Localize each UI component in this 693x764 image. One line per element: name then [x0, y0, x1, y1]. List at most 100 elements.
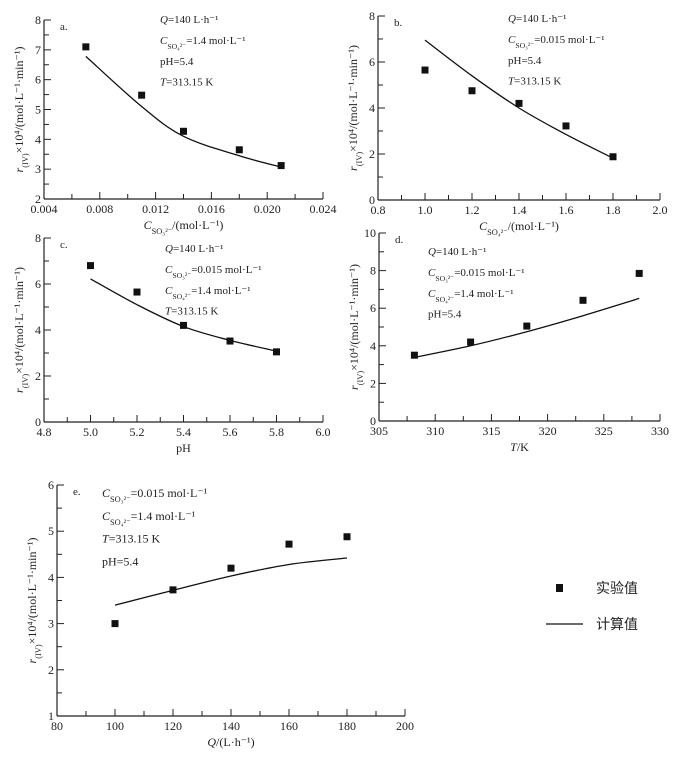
condition-annotation-var: T	[160, 77, 167, 89]
condition-annotation: CSO₃²⁻=0.015 mol·L⁻¹	[102, 486, 208, 504]
calculated-curve	[85, 55, 282, 168]
y-tick-label: 0	[35, 415, 41, 429]
x-tick-label: 2.0	[653, 203, 668, 217]
condition-annotation-text: pH=5.4	[508, 55, 542, 67]
y-tick-label: 8	[35, 13, 41, 27]
y-axis-label-var: r	[12, 388, 26, 393]
y-tick-label: 1	[48, 709, 54, 723]
condition-annotation-sub: SO₃²⁻	[435, 273, 454, 282]
y-tick-label: 2	[35, 192, 41, 206]
experimental-point	[138, 91, 146, 99]
condition-annotation-sub: SO₄²⁻	[110, 517, 131, 526]
experimental-point	[180, 127, 187, 135]
condition-annotation-text: =313.15 K	[166, 77, 213, 89]
y-tick-label: 5	[48, 524, 54, 538]
panel-e: 80 100 120 140 160 180 200 1 2 3 4 5 6 Q/(L·h⁻¹) r(IV)…	[25, 478, 414, 749]
experimental-point	[235, 146, 243, 154]
experimental-point	[273, 348, 280, 356]
y-tick-label: 0	[369, 193, 375, 207]
condition-annotation-var: C	[102, 486, 111, 500]
condition-annotation: pH=5.4	[160, 56, 194, 68]
y-tick-label: 4	[48, 570, 54, 584]
x-tick-label: 80	[51, 719, 63, 733]
condition-annotation-text: =1.4 mol·L⁻¹	[131, 509, 196, 523]
y-tick-label: 3	[35, 162, 41, 176]
condition-annotation-text: =0.015 mol·L⁻¹	[534, 34, 604, 46]
condition-annotation: Q=140 L·h⁻¹	[428, 246, 486, 258]
panel-c: 4.8 5.0 5.2 5.4 5.6 5.8 6.0 0 2 4 6 8 pH r(IV)×10⁴/(m…	[12, 231, 331, 455]
condition-annotation-text: =313.15 K	[514, 76, 561, 88]
condition-annotation: Q=140 L·h⁻¹	[508, 13, 566, 25]
condition-annotation: CSO₃²⁻=0.015 mol·L⁻¹	[428, 267, 525, 283]
condition-annotation-var: C	[428, 288, 436, 300]
condition-annotation: Q=140 L·h⁻¹	[160, 14, 218, 26]
x-tick-label: 305	[370, 424, 388, 438]
condition-annotation: T=313.15 K	[102, 532, 160, 546]
experimental-point	[277, 162, 285, 170]
x-axis-label: Q/(L·h⁻¹)	[207, 735, 254, 749]
x-tick-label: 1.4	[512, 203, 527, 217]
condition-annotation-var: C	[165, 264, 173, 276]
experimental-point	[523, 322, 531, 330]
experimental-point	[421, 66, 429, 74]
experimental-point	[468, 87, 476, 95]
x-axis-label-var: Q	[207, 735, 216, 749]
y-axis-label-var: r	[346, 166, 360, 171]
x-tick-label: 1.2	[465, 203, 480, 217]
legend-marker-experimental	[556, 584, 563, 592]
x-tick-label: 5.8	[269, 425, 284, 439]
condition-annotation: T=313.15 K	[508, 76, 561, 88]
condition-annotation: Q=140 L·h⁻¹	[165, 243, 223, 255]
experimental-point	[635, 269, 643, 277]
experimental-point	[410, 351, 418, 359]
y-axis-label-text: ×10⁴/(mol·L⁻¹·min⁻¹)	[347, 264, 361, 371]
experimental-point	[227, 564, 235, 572]
condition-annotation: CSO₄²⁻=1.4 mol·L⁻¹	[160, 35, 246, 51]
condition-annotation-text: =1.4 mol·L⁻¹	[191, 285, 250, 297]
x-tick-label: 140	[222, 719, 240, 733]
y-tick-label: 6	[369, 55, 375, 69]
condition-annotation: T=313.15 K	[160, 77, 213, 89]
x-tick-label: 0.8	[371, 203, 386, 217]
y-tick-label: 5	[35, 103, 41, 117]
x-axis-label-text: /(mol·L⁻¹)	[172, 218, 223, 232]
experimental-point	[82, 43, 90, 51]
y-axis-label-text: ×10⁴/(mol·L⁻¹·min⁻¹)	[25, 538, 39, 645]
y-axis-label: r(IV)×10⁴/(mol·L⁻¹·min⁻¹)	[347, 264, 365, 390]
experimental-point	[579, 296, 587, 304]
experimental-point	[562, 122, 570, 130]
condition-annotation: T=313.15 K	[165, 306, 218, 318]
y-tick-label: 8	[369, 9, 375, 23]
experimental-point	[467, 338, 475, 346]
condition-annotation-var: Q	[160, 14, 168, 26]
calculated-curve	[414, 297, 640, 359]
x-axis-label-var: C	[479, 219, 488, 233]
y-axis-label-sub: (IV)	[21, 153, 30, 168]
x-tick-label: 1.0	[418, 203, 433, 217]
condition-annotation: CSO₄²⁻=1.4 mol·L⁻¹	[428, 288, 514, 304]
x-tick-label: 0.012	[142, 202, 169, 216]
experimental-point	[609, 153, 617, 161]
x-axis-label-text: /(L·h⁻¹)	[216, 735, 255, 749]
experimental-point	[285, 540, 293, 548]
calculated-curve	[114, 557, 348, 606]
legend-label-calculated: 计算值	[596, 617, 638, 633]
panel-label: e.	[73, 486, 81, 498]
panel-label: d.	[395, 234, 404, 246]
condition-annotation-text: pH=5.4	[428, 309, 462, 321]
x-tick-label: 160	[280, 719, 298, 733]
condition-annotation-var: C	[508, 34, 516, 46]
legend: 实验值 计算值	[546, 581, 638, 633]
x-tick-label: 0.020	[254, 202, 281, 216]
condition-annotation-var: T	[165, 306, 172, 318]
x-axis-label: pH	[176, 441, 191, 455]
panel-b: 0.8 1.0 1.2 1.4 1.6 1.8 2.002468CSO₄²⁻/(mol·L⁻…	[346, 9, 668, 237]
condition-annotation-text: =0.015 mol·L⁻¹	[131, 486, 208, 500]
condition-annotation-sub: SO₃²⁻	[172, 270, 191, 279]
y-tick-label: 0	[370, 414, 376, 428]
x-axis-label-var: T	[510, 440, 518, 454]
x-axis-label-text: /(mol·L⁻¹)	[508, 219, 559, 233]
x-axis-label: CSO₄²⁻/(mol·L⁻¹)	[479, 219, 559, 237]
condition-annotation: CSO₄²⁻=1.4 mol·L⁻¹	[102, 509, 196, 527]
